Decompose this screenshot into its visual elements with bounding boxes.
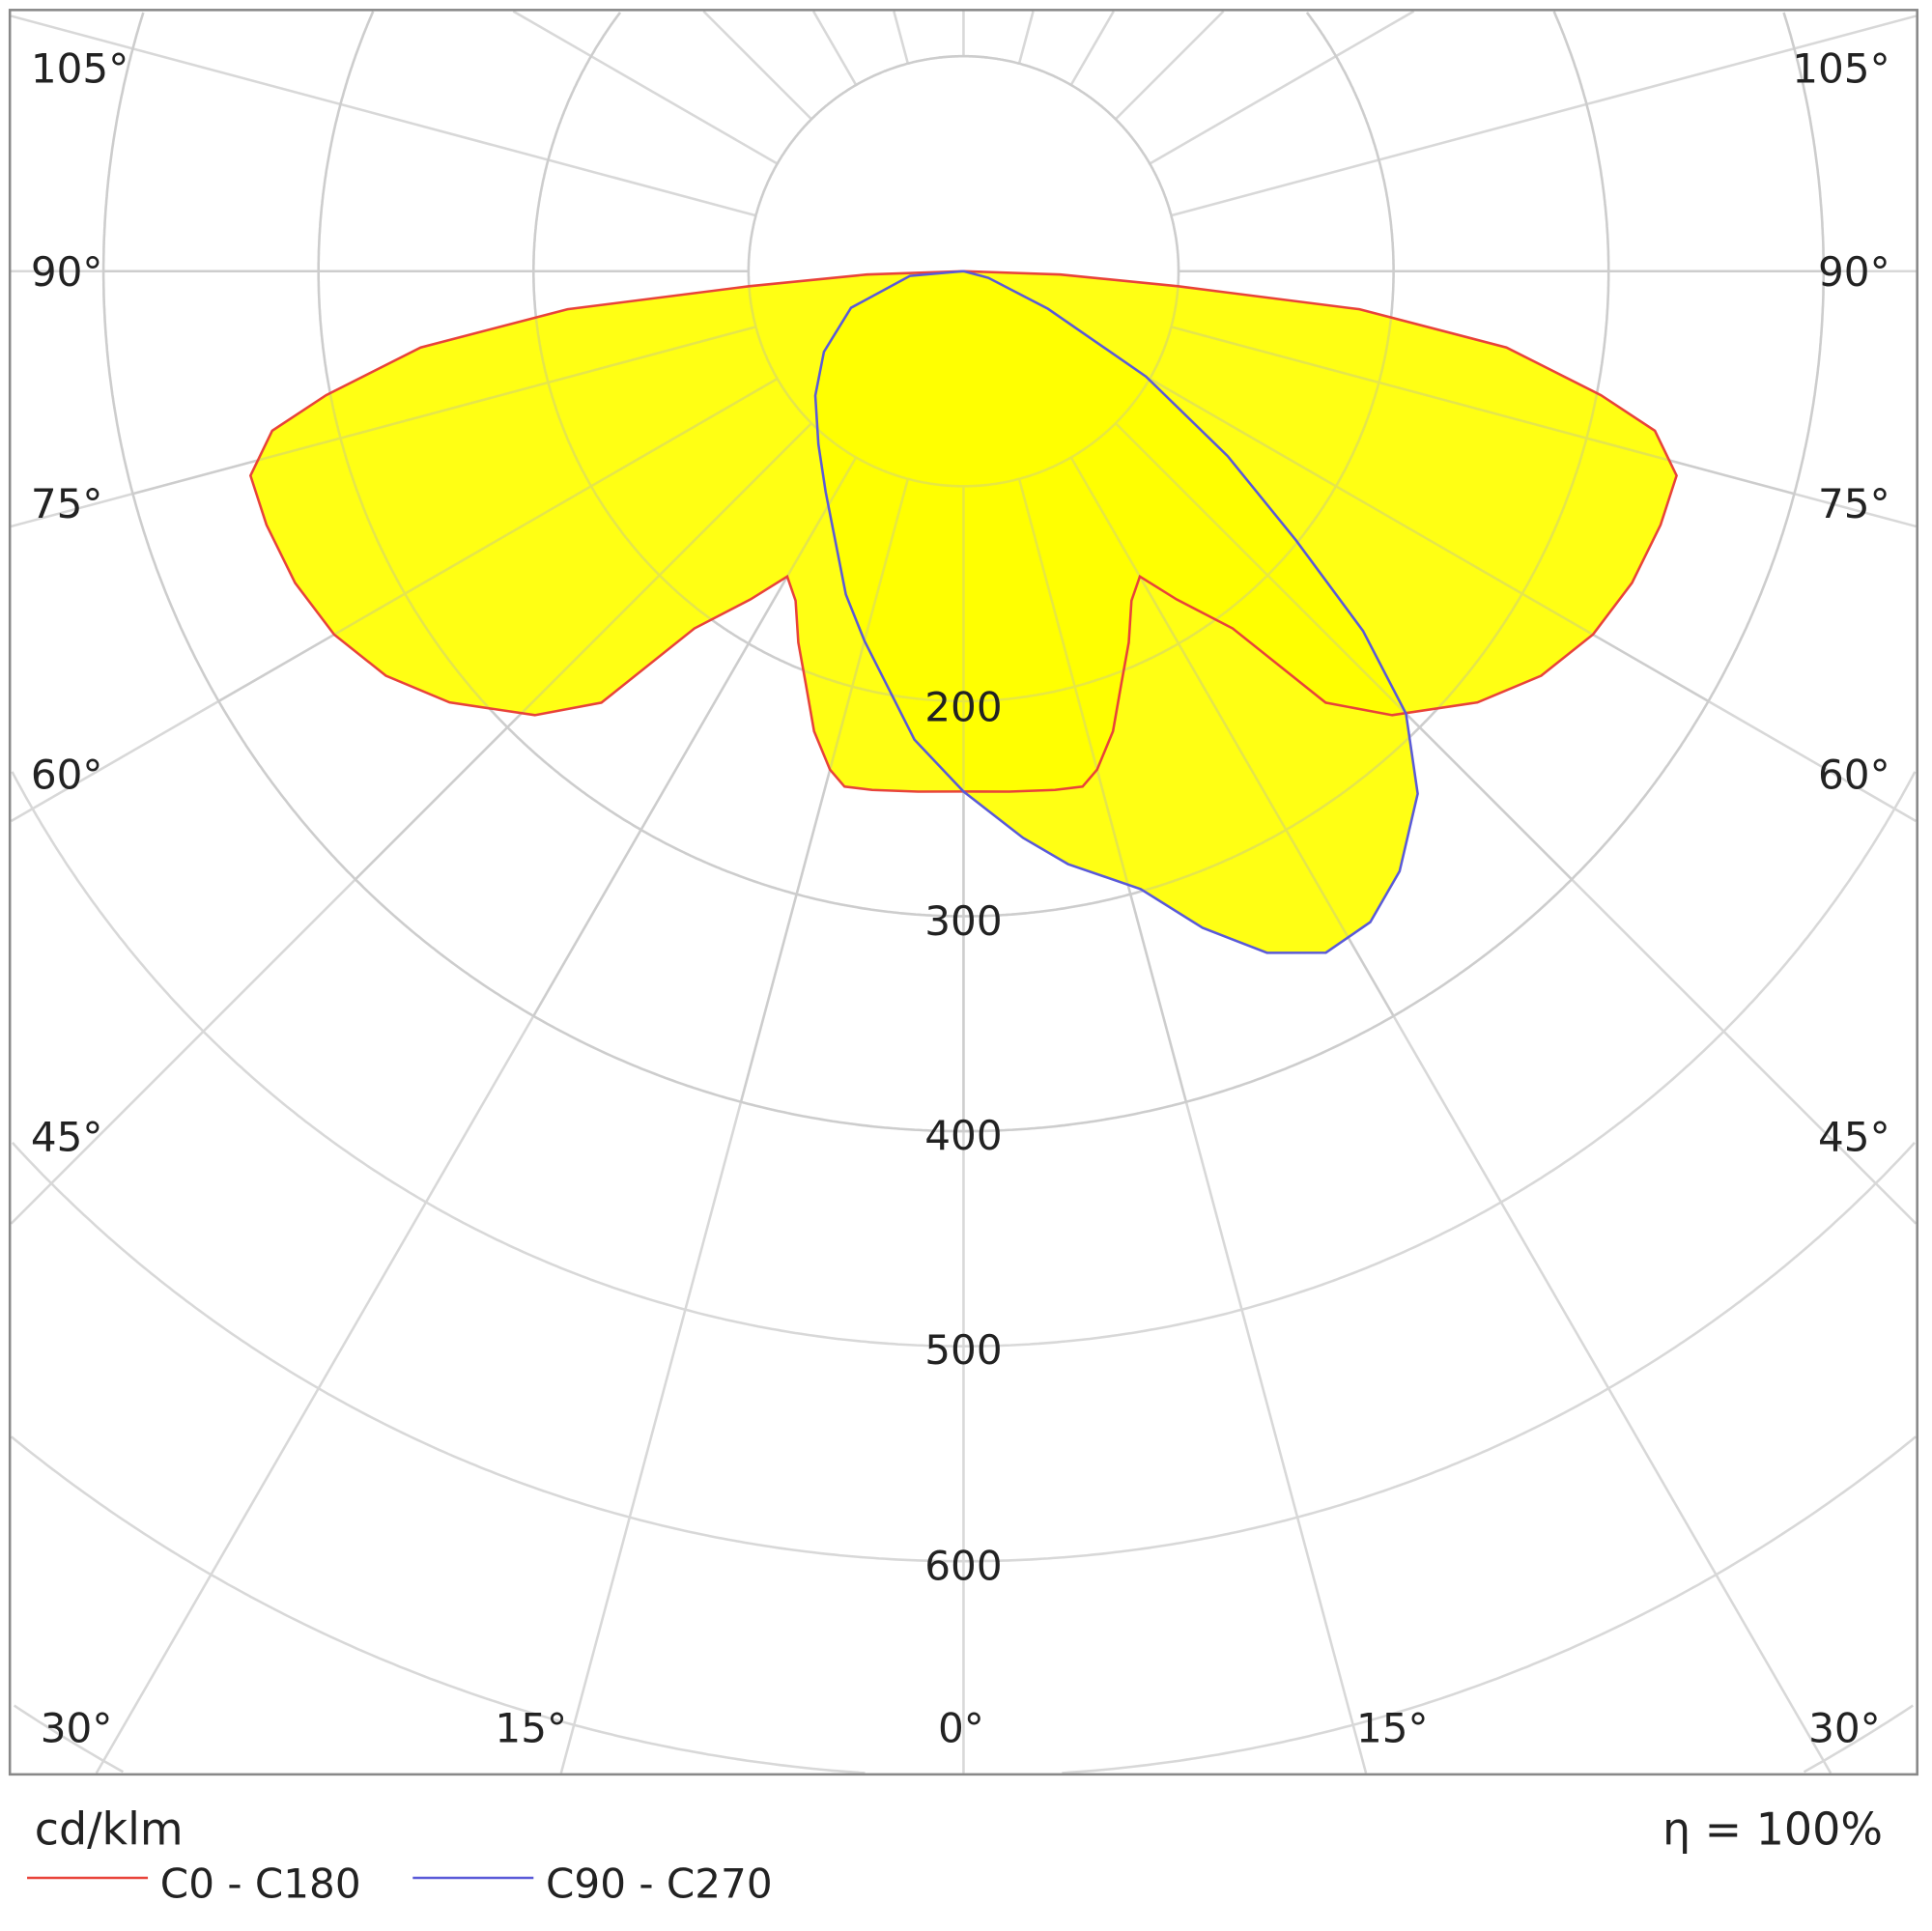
grid-radial-120: [1149, 10, 1415, 165]
grid-overlay-radial-75: [1171, 326, 1795, 496]
angle-label-bottom-0: 0°: [938, 1705, 984, 1752]
grid-overlay: [101, 11, 1826, 1133]
grid-overlay-radial--15: [739, 478, 910, 1103]
grid-circle-400: [101, 12, 1826, 1133]
grid-radial-225: [702, 10, 812, 121]
grid-circle-800: [13, 1704, 1914, 1774]
unit-label: cd/klm: [35, 1803, 184, 1856]
angle-label-bottom-15-left: 15°: [495, 1705, 567, 1752]
angle-labels-left: 105° 90° 75° 60° 45°: [31, 45, 128, 1161]
grid-radial-105: [1171, 14, 1917, 217]
polar-grid: [10, 10, 1918, 1775]
legend-label-c90-c270: C90 - C270: [546, 1860, 773, 1907]
grid-radial-330: [95, 456, 858, 1775]
angle-labels-bottom: 30° 15° 0° 15° 30°: [41, 1705, 1881, 1752]
angle-label-left-90: 90°: [31, 248, 103, 296]
radial-label-400: 400: [924, 1112, 1002, 1159]
radial-label-500: 500: [924, 1326, 1002, 1374]
legend: C0 - C180 C90 - C270: [27, 1860, 773, 1907]
angle-label-left-60: 60°: [31, 751, 103, 798]
series-line-c90-c270: [813, 270, 1419, 954]
plot-frame: [8, 9, 1918, 1776]
grid-circle-700: [10, 1435, 1917, 1775]
angle-label-right-90: 90°: [1818, 248, 1890, 296]
grid-overlay-radial--45: [355, 422, 812, 881]
grid-radial-210: [811, 10, 858, 86]
grid-radial-165: [1017, 11, 1035, 65]
grid-overlay-radial-30: [1069, 456, 1395, 1017]
radial-label-600: 600: [924, 1542, 1002, 1589]
efficiency-label: η = 100%: [1662, 1803, 1883, 1856]
grid-radial-135: [1114, 10, 1225, 121]
angle-label-right-60: 60°: [1818, 751, 1890, 798]
angle-label-bottom-15-right: 15°: [1356, 1705, 1429, 1752]
grid-overlay-radial-15: [1017, 478, 1188, 1103]
angle-label-left-105: 105°: [31, 45, 128, 93]
grid-overlay-radial-45: [1114, 422, 1573, 881]
grid-radial-150: [1069, 10, 1115, 86]
grid-circle-600: [11, 1142, 1916, 1563]
angle-label-right-75: 75°: [1818, 480, 1890, 527]
grid-overlay-circle-200: [532, 12, 1395, 703]
series-fill-c90-c270: [815, 270, 1418, 953]
angle-label-bottom-30-right: 30°: [1808, 1705, 1881, 1752]
grid-radial-255: [11, 14, 756, 217]
angle-label-right-105: 105°: [1792, 45, 1889, 93]
angle-label-bottom-30-left: 30°: [41, 1705, 113, 1752]
grid-overlay-circle-400: [101, 12, 1826, 1133]
grid-overlay-radial--60: [217, 377, 779, 703]
angle-label-left-75: 75°: [31, 480, 103, 527]
grid-circle-500: [11, 771, 1917, 1348]
legend-label-c0-c180: C0 - C180: [160, 1860, 361, 1907]
grid-overlay-radial--75: [132, 326, 756, 496]
curves: [101, 11, 1826, 1133]
grid-radial-195: [893, 11, 910, 65]
angle-label-left-45: 45°: [31, 1113, 103, 1160]
grid-radial-240: [512, 10, 779, 165]
angle-label-right-45: 45°: [1818, 1113, 1890, 1160]
grid-overlay-radial--30: [532, 456, 858, 1017]
radial-label-300: 300: [924, 897, 1002, 945]
grid-overlay-radial-60: [1149, 377, 1710, 703]
radial-label-200: 200: [924, 683, 1002, 730]
grid-overlay-circle-300: [317, 11, 1610, 918]
angle-labels-right: 105° 90° 75° 60° 45°: [1792, 45, 1889, 1161]
radial-tick-labels: 200 300 400 500 600: [924, 683, 1002, 1589]
